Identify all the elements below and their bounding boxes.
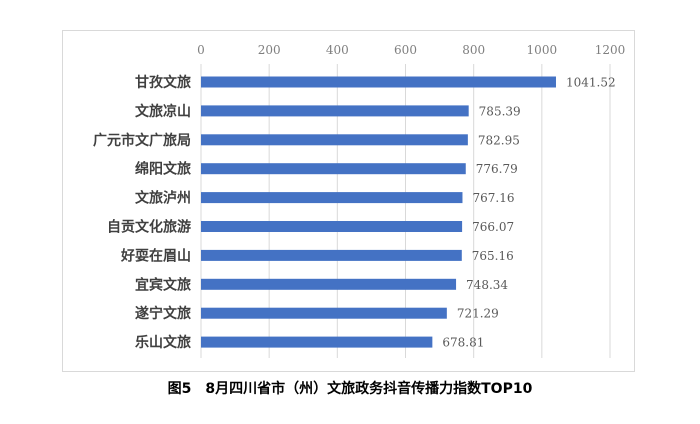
bar [201, 76, 556, 88]
bar [201, 249, 462, 261]
category-label: 文旅凉山 [135, 103, 191, 120]
value-label: 748.34 [466, 278, 508, 292]
category-label: 绵阳文旅 [135, 161, 191, 178]
value-label: 678.81 [442, 336, 484, 350]
x-tick-label: 600 [394, 43, 417, 57]
value-label: 785.39 [479, 104, 521, 118]
x-tick-label: 200 [258, 43, 281, 57]
bar [201, 278, 457, 290]
value-label: 782.95 [478, 133, 520, 147]
category-label: 文旅泸州 [135, 190, 191, 207]
x-tick-label: 1200 [595, 43, 626, 57]
bar [201, 336, 433, 348]
category-labels: 甘孜文旅文旅凉山广元市文广旅局绵阳文旅文旅泸州自贡文化旅游好耍在眉山宜宾文旅遂宁… [93, 74, 191, 351]
category-label: 广元市文广旅局 [93, 132, 191, 149]
category-label: 甘孜文旅 [135, 74, 191, 91]
value-label: 765.16 [472, 249, 514, 263]
x-tick-label: 800 [462, 43, 485, 57]
value-label: 766.07 [472, 220, 514, 234]
value-label: 1041.52 [566, 76, 616, 90]
bar [201, 134, 468, 146]
value-label: 767.16 [472, 191, 514, 205]
bar [201, 163, 466, 175]
x-tick-label: 0 [197, 43, 205, 57]
category-label: 好耍在眉山 [120, 247, 191, 264]
category-label: 宜宾文旅 [135, 276, 191, 293]
value-label: 776.79 [476, 162, 518, 176]
category-label: 乐山文旅 [135, 334, 191, 351]
category-label: 自贡文化旅游 [107, 219, 191, 236]
bars [201, 76, 556, 348]
bar [201, 307, 447, 319]
bar [201, 221, 463, 232]
chart-caption: 图5 8月四川省市（州）文旅政务抖音传播力指数TOP10 [167, 381, 533, 397]
bar [201, 105, 469, 117]
bar [201, 192, 463, 204]
x-tick-label: 1000 [527, 43, 558, 57]
category-label: 遂宁文旅 [135, 305, 191, 322]
value-labels: 1041.52 785.39 782.95 776.79 767.16 766.07 765… [442, 76, 615, 350]
x-tick-label: 400 [326, 43, 349, 57]
x-axis-ticks: 0 200 400 600 800 1000 1200 [197, 43, 625, 57]
value-label: 721.29 [457, 307, 499, 321]
